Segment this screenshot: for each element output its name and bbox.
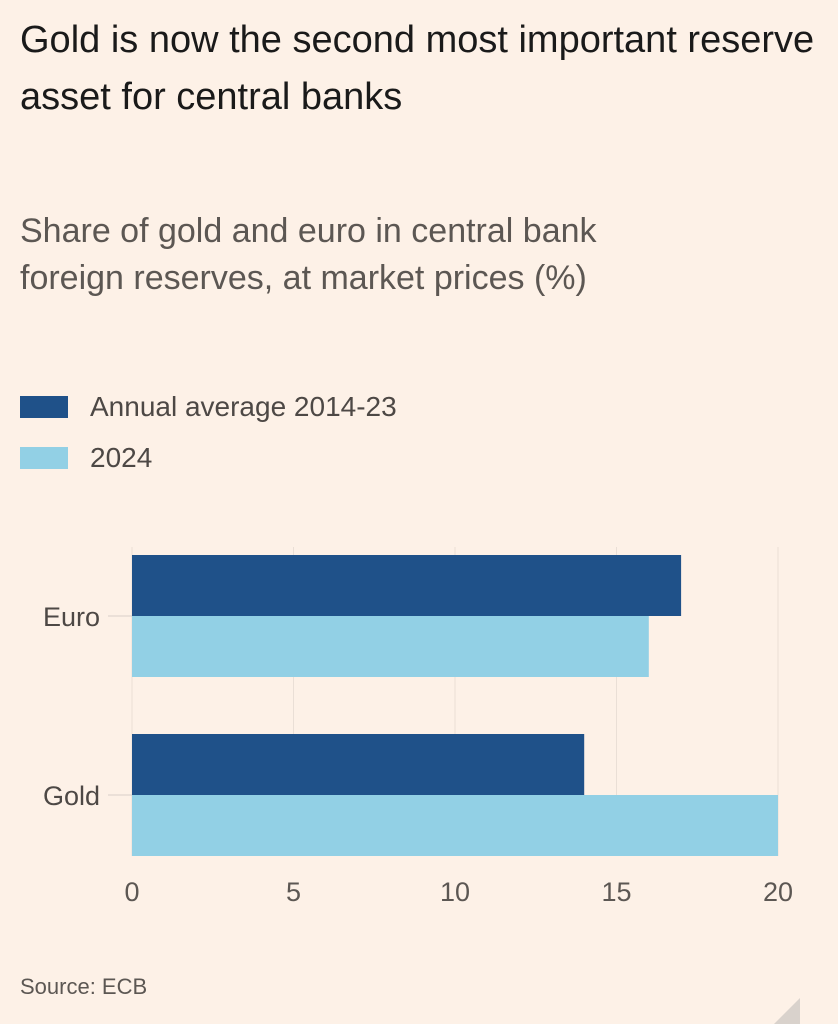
chart-subtitle: Share of gold and euro in central bank f…	[20, 212, 597, 297]
legend-swatch-2024	[20, 447, 68, 469]
corner-fold	[774, 998, 800, 1024]
x-tick-label: 20	[763, 877, 793, 907]
x-tick-label: 5	[286, 877, 301, 907]
legend-item-average: Annual average 2014-23	[20, 391, 397, 422]
x-tick-label: 10	[440, 877, 470, 907]
legend-label-2024: 2024	[90, 442, 153, 473]
bar-gold-average	[132, 734, 585, 795]
legend-label-average: Annual average 2014-23	[90, 391, 397, 422]
bar-euro-average	[132, 555, 682, 616]
chart-title: Gold is now the second most important re…	[20, 19, 815, 118]
bar-gold-2024	[132, 795, 778, 856]
legend-swatch-average	[20, 396, 68, 418]
x-tick-label: 15	[601, 877, 631, 907]
x-tick-label: 0	[124, 877, 139, 907]
source-note: Source: ECB	[20, 974, 148, 999]
bar-euro-2024	[132, 616, 649, 677]
legend-item-2024: 2024	[20, 442, 153, 473]
category-label-euro: Euro	[43, 602, 100, 632]
category-label-gold: Gold	[43, 781, 100, 811]
